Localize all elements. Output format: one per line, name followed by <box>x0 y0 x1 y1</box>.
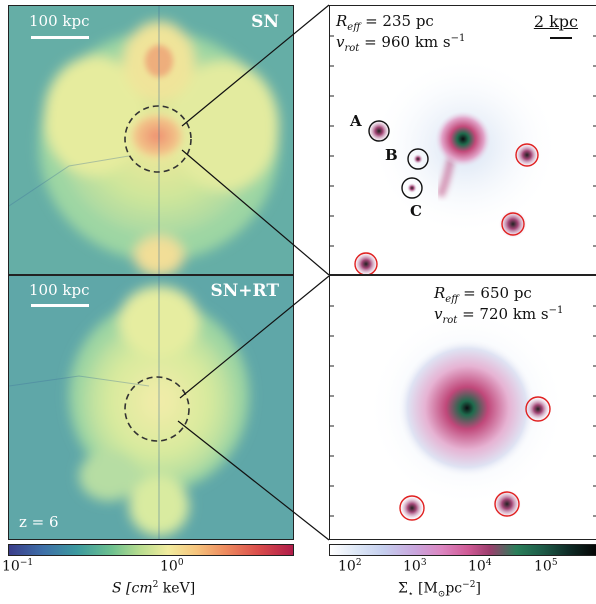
entropy-map-snrt: 100 kpc SN+RT z = 6 <box>8 275 294 540</box>
stellar-map-snrt-image <box>330 276 596 539</box>
vrot-symbol: v <box>336 33 345 51</box>
clump-b-circle <box>407 148 429 170</box>
scale-bar-sn <box>31 36 89 39</box>
entropy-tick-mid: 100 <box>160 558 184 575</box>
vrot-symbol: v <box>434 305 443 323</box>
connector-line <box>181 4 330 127</box>
zoom-region-circle-sn <box>124 105 192 173</box>
scale-label-zoom: 2 kpc <box>533 12 578 31</box>
reff-sub: eff <box>347 22 361 33</box>
clump-a-circle <box>368 120 390 142</box>
stellar-map-sn: Reff = 235 pc vrot = 960 km s−1 2 kpc A … <box>329 5 596 275</box>
vrot-value: = 720 km s <box>462 305 549 323</box>
scale-label-snrt: 100 kpc <box>29 281 90 299</box>
surface-density-tick-5: 105 <box>534 558 558 575</box>
reff-annotation-snrt: Reff = 650 pc <box>434 284 532 305</box>
reff-symbol: R <box>336 12 348 30</box>
connector-line <box>177 420 330 541</box>
vrot-sub: rot <box>442 315 458 326</box>
clump-label-a: A <box>350 112 362 130</box>
satellite-circle <box>501 212 525 236</box>
scale-bar-snrt <box>31 304 89 307</box>
reff-value: = 235 pc <box>365 12 434 30</box>
satellite-circle <box>494 491 520 517</box>
vrot-annotation-sn: vrot = 960 km s−1 <box>336 33 465 54</box>
surface-density-tick-4: 104 <box>468 558 492 575</box>
satellite-circle <box>525 396 551 422</box>
surface-density-tick-3: 103 <box>403 558 427 575</box>
entropy-colorbar-label: S [cm2 keV] <box>112 580 196 597</box>
vrot-exp: −1 <box>450 33 466 44</box>
surface-density-tick-2: 102 <box>338 558 362 575</box>
stellar-map-sn-image <box>330 6 596 274</box>
satellite-circle <box>399 495 425 521</box>
reff-value: = 650 pc <box>463 284 532 302</box>
scale-label-sn: 100 kpc <box>29 12 90 30</box>
vrot-value: = 960 km s <box>364 33 451 51</box>
zoom-region-circle-snrt <box>124 376 190 442</box>
entropy-colorbar <box>8 544 294 556</box>
surface-density-colorbar-label: Σ⋆ [M⊙pc−2] <box>398 580 481 600</box>
redshift-label: z = 6 <box>19 513 59 531</box>
entropy-tick-min: 10−1 <box>2 558 34 575</box>
entropy-map-sn: 100 kpc SN <box>8 5 294 275</box>
vrot-sub: rot <box>344 43 360 54</box>
entropy-map-snrt-image <box>9 276 293 539</box>
entropy-map-sn-image <box>9 6 293 274</box>
clump-label-b: B <box>385 146 398 164</box>
run-label-sn: SN <box>251 12 279 32</box>
connector-line <box>179 275 330 399</box>
scale-bar-zoom <box>550 37 572 39</box>
reff-sub: eff <box>445 294 459 305</box>
clump-label-c: C <box>410 202 422 220</box>
vrot-annotation-snrt: vrot = 720 km s−1 <box>434 305 563 326</box>
vrot-exp: −1 <box>548 305 564 316</box>
clump-c-circle <box>401 177 423 199</box>
stellar-map-snrt: Reff = 650 pc vrot = 720 km s−1 <box>329 275 596 540</box>
satellite-circle <box>354 252 378 274</box>
reff-annotation-sn: Reff = 235 pc <box>336 12 434 33</box>
connector-line <box>181 149 330 276</box>
surface-density-colorbar <box>329 544 596 556</box>
reff-symbol: R <box>434 284 446 302</box>
run-label-snrt: SN+RT <box>210 281 279 301</box>
satellite-circle <box>515 143 539 167</box>
